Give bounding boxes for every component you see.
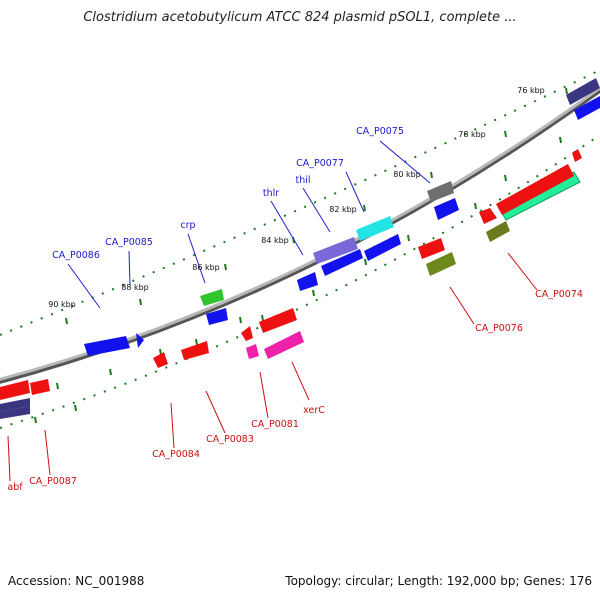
tick-label: 84 kbp [261,236,289,245]
forward-gene-label[interactable]: CA_P0085 [105,237,153,248]
minor-tick-mark [195,338,198,346]
minor-tick-mark [109,368,112,376]
gene-leader-line [128,250,131,286]
tick-mark [504,130,507,138]
gene-leader-line [7,435,11,482]
tick-label: 86 kbp [192,263,220,272]
backbone [0,86,600,381]
reverse-gene-label[interactable]: CA_P0084 [152,449,200,460]
reverse-gene-label[interactable]: CA_P0081 [251,419,299,430]
tick-label: 76 kbp [517,86,545,95]
map-title: Clostridium acetobutylicum ATCC 824 plas… [83,10,517,25]
gene-leader-line [291,361,310,401]
gene-leader-line [449,286,475,325]
minor-tick-mark [364,258,367,266]
unlabeled-genes [0,78,600,419]
forward-gene-label[interactable]: thil [295,175,310,186]
minor-tick-mark [239,316,242,324]
reverse-gene-label[interactable]: xerC [303,405,325,416]
minor-tick-mark [56,382,59,390]
tick-mark [139,298,142,306]
accession-text: Accession: NC_001988 [8,574,145,588]
tick-label: 90 kbp [48,300,76,309]
gene-leader-line [67,263,101,309]
gene-leader-line [44,429,51,476]
reverse-gene-label[interactable]: CA_P0087 [29,476,77,487]
tick-label: 82 kbp [329,205,357,214]
minor-tick-mark [74,404,77,412]
gene-leader-line [170,402,175,449]
reverse-gene-label[interactable]: abf [7,482,23,493]
gene-leader-line [507,252,538,291]
minor-tick-mark [34,416,37,424]
gene-leader-line [345,171,365,213]
reverse-gene-label[interactable]: CA_P0074 [535,289,583,300]
gene-leader-line [302,187,331,233]
tick-mark [65,317,68,325]
tick-mark [565,87,568,95]
minor-tick-mark [504,174,507,182]
gene-leader-line [270,200,304,256]
gene-leader-line [205,390,226,434]
forward-gene-label[interactable]: CA_P0075 [356,126,404,137]
forward-gene-label[interactable]: crp [180,220,195,231]
reverse-gene-label[interactable]: CA_P0076 [475,323,523,334]
minor-tick-mark [312,289,315,297]
genome-stats-text: Topology: circular; Length: 192,000 bp; … [285,574,592,588]
tick-label: 80 kbp [393,170,421,179]
forward-gene-label[interactable]: CA_P0086 [52,250,100,261]
minor-tick-mark [559,136,562,144]
forward-gene-label[interactable]: CA_P0077 [296,158,344,169]
tick-mark [224,263,227,271]
minor-tick-mark [474,202,477,210]
gene-leader-line [379,140,431,184]
forward-gene-label[interactable]: thlr [263,188,279,199]
minor-tick-mark [261,314,264,322]
gene-leader-line [187,233,206,284]
backbone-shadow [0,87,600,384]
tick-mark [363,204,366,212]
minor-tick-mark [407,234,410,242]
tick-mark [430,171,433,179]
outer-scale-track [0,69,600,336]
tick-label: 88 kbp [121,283,149,292]
tick-label: 78 kbp [458,130,486,139]
reverse-gene-label[interactable]: CA_P0083 [206,434,254,445]
gene-leader-line [259,371,269,419]
